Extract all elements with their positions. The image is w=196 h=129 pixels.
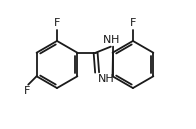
- Text: F: F: [130, 18, 136, 29]
- Text: N: N: [103, 35, 111, 45]
- Text: F: F: [24, 86, 31, 96]
- Text: H: H: [111, 35, 119, 45]
- Text: F: F: [54, 18, 60, 29]
- Text: NH: NH: [98, 74, 115, 84]
